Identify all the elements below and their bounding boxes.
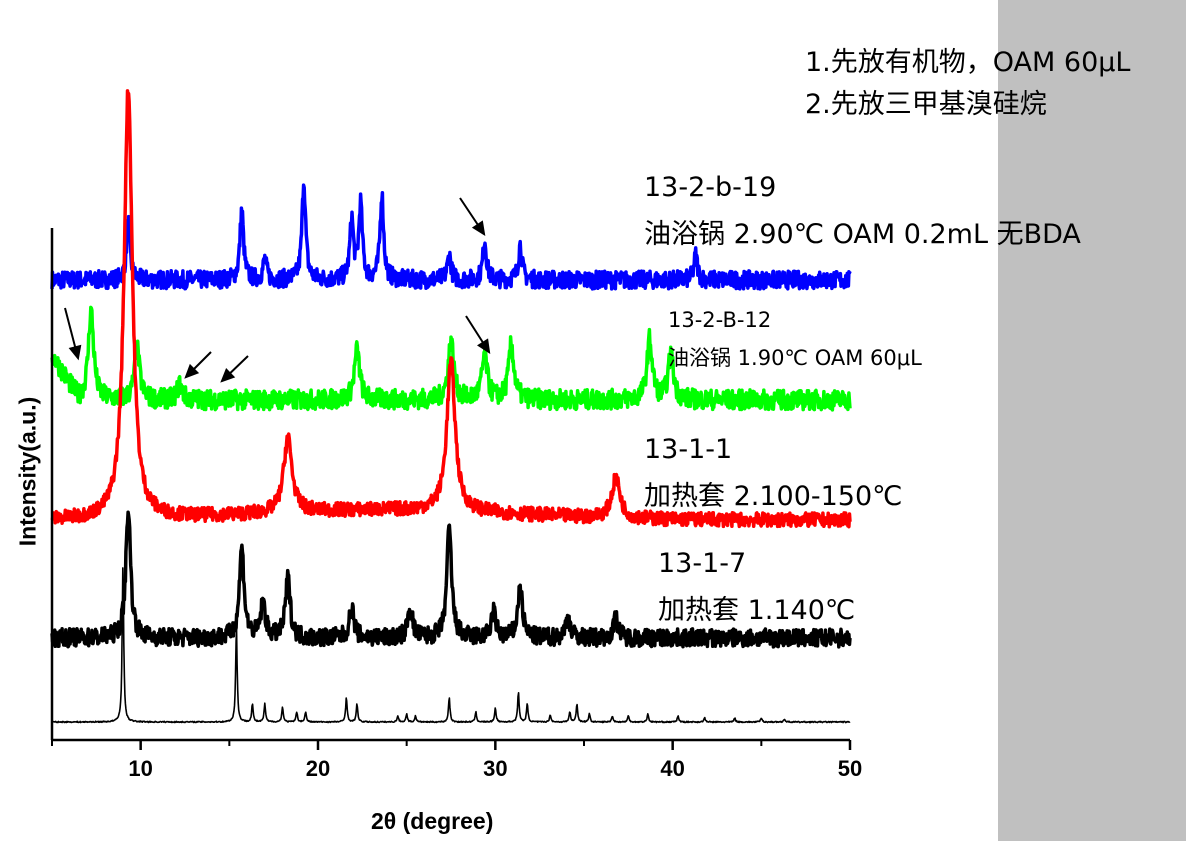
series-line-5 (51, 567, 851, 724)
series-line-3 (50, 89, 852, 529)
series4-name: 13-1-7 (658, 548, 747, 579)
series2-name: 13-2-B-12 (668, 308, 772, 332)
x-tick-label: 50 (838, 756, 862, 781)
series3-name: 13-1-1 (644, 434, 733, 465)
x-tick-label: 20 (306, 756, 330, 781)
note-line-1: 1.先放有机物，OAM 60μL (805, 47, 1131, 78)
series1-name: 13-2-b-19 (644, 172, 777, 203)
series1-desc: 油浴锅 2.90℃ OAM 0.2mL 无BDA (644, 219, 1081, 250)
series-line-2 (50, 305, 852, 412)
series-line-1 (50, 183, 852, 291)
annotation-arrowhead-1 (471, 220, 486, 237)
gray-panel (998, 0, 1186, 841)
annotation-arrowhead-5 (220, 367, 236, 383)
x-tick-label: 30 (483, 756, 507, 781)
x-tick-label: 10 (128, 756, 152, 781)
x-axis-label: 2θ (degree) (371, 808, 494, 834)
note-line-2: 2.先放三甲基溴硅烷 (805, 89, 1047, 120)
series2-desc: 油浴锅 1.90℃ OAM 60μL (668, 346, 922, 370)
x-tick-label: 40 (660, 756, 684, 781)
annotation-arrowhead-4 (184, 363, 200, 379)
annotation-arrowhead-3 (68, 344, 82, 361)
y-axis-label: Intensity(a.u.) (14, 396, 41, 547)
annotation-arrowhead-2 (477, 338, 491, 355)
series-line-4 (50, 510, 852, 649)
series3-desc: 加热套 2.100-150℃ (644, 481, 903, 512)
series4-desc: 加热套 1.140℃ (658, 595, 856, 626)
